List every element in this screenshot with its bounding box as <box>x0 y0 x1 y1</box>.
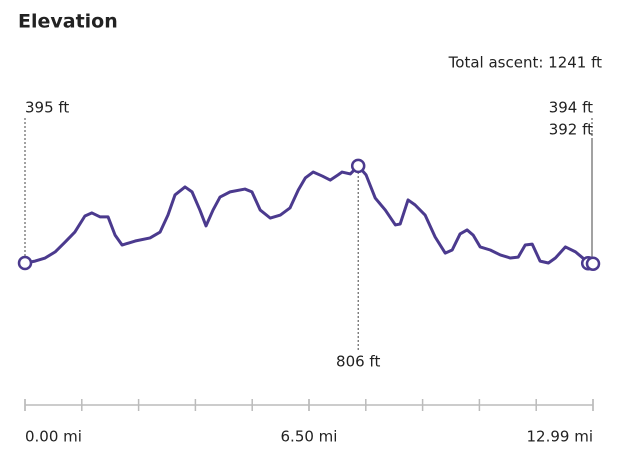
x-tick-label: 12.99 mi <box>527 428 594 446</box>
total-ascent: Total ascent: 1241 ft <box>448 54 602 72</box>
point-marker <box>17 255 33 271</box>
point-marker <box>350 158 366 174</box>
title: Elevation <box>18 11 118 33</box>
elevation-label: 392 ft <box>549 121 593 139</box>
point-marker <box>585 256 601 271</box>
elevation-label: 806 ft <box>336 353 380 371</box>
x-tick-label: 6.50 mi <box>281 428 338 446</box>
elevation-label: 394 ft <box>549 99 593 117</box>
elevation-label: 395 ft <box>25 99 69 117</box>
x-tick-label: 0.00 mi <box>25 428 82 446</box>
elevation-line <box>23 164 595 266</box>
